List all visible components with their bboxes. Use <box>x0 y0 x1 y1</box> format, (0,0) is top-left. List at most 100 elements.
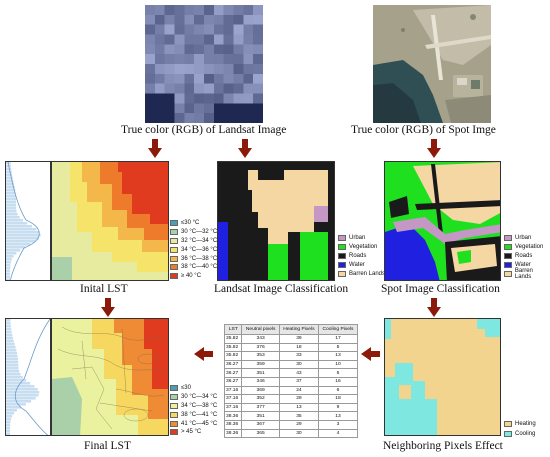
table-cell: 38.36 <box>223 411 243 421</box>
legend-item: 34 °C—38 °C <box>170 402 217 411</box>
table-cell: 4 <box>318 428 358 439</box>
legend-label: ≤30 <box>181 385 191 392</box>
table-row: 35.82 376 18 5 <box>223 342 358 353</box>
spot-rgb-image <box>373 5 491 123</box>
legend-label: 36 °C—38 °C <box>181 255 218 262</box>
legend-swatch <box>504 244 512 251</box>
table-cell: 36.27 <box>223 359 243 370</box>
table-cell: 376 <box>241 342 280 353</box>
table-cell: 13 <box>318 411 358 421</box>
legend-item: Urban <box>338 234 385 243</box>
legend-label: Heating <box>515 421 536 427</box>
legend-swatch <box>504 431 512 437</box>
table-header-cell: LST <box>223 324 243 335</box>
legend-item: Barren Lands <box>338 269 385 278</box>
legend-swatch <box>504 235 512 242</box>
legend-swatch <box>170 420 178 427</box>
table-row: 35.82 343 39 17 <box>223 334 358 344</box>
table-row: 36.27 351 43 5 <box>223 368 358 378</box>
table-row: 36.27 346 37 16 <box>223 376 358 387</box>
initial-lst-histogram <box>5 161 51 281</box>
legend-swatch <box>338 235 346 242</box>
arrow-left-icon <box>194 347 213 361</box>
legend-label: Vegetation <box>349 244 378 251</box>
legend-item: Roads <box>504 252 550 261</box>
table-cell: 18 <box>278 342 320 353</box>
table-cell: 346 <box>241 376 280 387</box>
table-row: 37.16 377 13 9 <box>223 402 358 413</box>
table-row: 38.36 351 35 13 <box>223 411 358 421</box>
arrow-down-icon <box>148 139 162 158</box>
table-row: 36.27 359 30 10 <box>223 359 358 370</box>
table-cell: 35.82 <box>223 342 243 353</box>
table-cell: 29 <box>278 394 320 404</box>
final-lst-histogram <box>5 318 51 436</box>
table-row: 35.82 353 33 13 <box>223 351 358 361</box>
legend-label: Vegetation <box>515 244 544 251</box>
legend-label: Barren Lands <box>349 270 386 277</box>
table-cell: 38.36 <box>223 428 243 439</box>
initial-lst-legend: ≤30 °C 30 °C—32 °C 32 °C—34 °C 34 °C—36 °C 3… <box>170 219 217 281</box>
table-cell: 13 <box>278 402 320 413</box>
table-cell: 353 <box>241 351 280 361</box>
legend-swatch <box>338 244 346 251</box>
table-cell: 37.16 <box>223 385 243 396</box>
legend-item: Water <box>504 260 550 269</box>
table-cell: 351 <box>241 411 280 421</box>
landsat-classification-map <box>217 161 335 281</box>
legend-swatch <box>338 252 346 259</box>
legend-swatch <box>504 252 512 259</box>
arrow-down-icon <box>238 139 252 158</box>
neighbor-effect-map <box>384 318 501 436</box>
table-row: 38.36 367 29 3 <box>223 419 358 430</box>
legend-label: Water <box>349 261 365 268</box>
legend-label: ≥ 40 °C <box>181 273 202 280</box>
landsat-class-caption: Landsat Image Classification <box>214 283 349 295</box>
legend-item: Water <box>338 260 385 269</box>
arrow-down-icon <box>101 298 115 317</box>
final-lst-legend: ≤30 30 °C—34 °C 34 °C—38 °C 38 °C—41 °C 41 °… <box>170 384 217 437</box>
table-cell: 17 <box>318 334 358 344</box>
table-row: 37.16 369 24 6 <box>223 385 358 396</box>
legend-label: Cooling <box>515 431 536 437</box>
arrow-down-icon <box>427 139 441 158</box>
legend-item: 30 °C—34 °C <box>170 393 217 402</box>
arrow-down-icon <box>427 298 441 317</box>
legend-item: 41 °C—45 °C <box>170 419 217 428</box>
legend-swatch <box>504 421 512 427</box>
legend-label: Urban <box>515 235 532 242</box>
table-cell: 38.36 <box>223 419 243 430</box>
table-cell: 30 <box>278 359 320 370</box>
legend-swatch <box>504 270 512 277</box>
table-cell: 43 <box>278 368 320 378</box>
legend-item: 38 °C—40 °C <box>170 263 217 272</box>
table-row: 37.16 352 29 18 <box>223 394 358 404</box>
legend-item: 36 °C—38 °C <box>170 254 217 263</box>
legend-label: Water <box>515 261 531 268</box>
legend-swatch <box>170 273 178 280</box>
table-cell: 365 <box>241 428 280 439</box>
final-lst-map <box>51 318 169 436</box>
legend-swatch <box>170 402 178 409</box>
table-cell: 9 <box>318 402 358 413</box>
table-cell: 39 <box>278 334 320 344</box>
table-cell: 35 <box>278 411 320 421</box>
legend-item: ≤30 <box>170 384 217 393</box>
table-row: 38.36 365 30 4 <box>223 428 358 439</box>
legend-item: ≤30 °C <box>170 219 217 228</box>
legend-label: ≤30 °C <box>181 220 200 227</box>
table-header-cell: Heating Pixels <box>278 324 320 335</box>
table-cell: 24 <box>278 385 320 396</box>
final-lst-caption: Final LST <box>84 440 131 452</box>
legend-item: Vegetation <box>504 243 550 252</box>
legend-swatch <box>170 385 178 392</box>
table-cell: 3 <box>318 419 358 430</box>
legend-label: Roads <box>515 252 533 259</box>
legend-swatch <box>504 261 512 268</box>
spot-class-legend: Urban Vegetation Roads Water Barren Lands <box>504 234 550 280</box>
legend-item: Vegetation <box>338 243 385 252</box>
table-cell: 359 <box>241 359 280 370</box>
neighbor-effect-legend: Heating Cooling <box>504 419 536 439</box>
legend-swatch <box>170 229 178 236</box>
legend-swatch <box>170 429 178 436</box>
